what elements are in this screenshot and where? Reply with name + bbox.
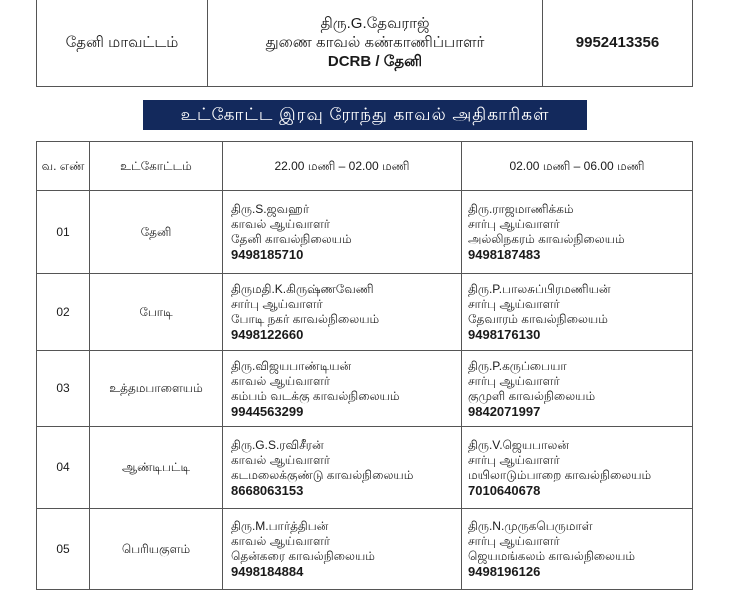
officer-rank: துணை காவல் கண்காணிப்பாளர்	[265, 34, 485, 51]
serial-number: 04	[56, 460, 70, 474]
shift-1-officer: திரு.விஜயபாண்டியன் காவல் ஆய்வாளர் கம்பம்…	[222, 350, 462, 427]
serial-cell: 05	[36, 508, 90, 590]
officer-phone: 9498196126	[468, 564, 541, 579]
officer-header-table: தேனி மாவட்டம் திரு.G.தேவராஜ் துணை காவல் …	[36, 0, 693, 87]
serial-number: 01	[56, 224, 70, 239]
subdivision-name: தேனி	[140, 224, 172, 239]
table-header-row: வ. எண் உட்கோட்டம் 22.00 மணி – 02.00 மணி …	[36, 141, 693, 191]
officer-rank: காவல் ஆய்வாளர்	[231, 217, 331, 231]
shift-2-officer: திரு.P.பாலசுப்பிரமணியன் சார்பு ஆய்வாளர் …	[461, 273, 693, 351]
officer-name: திரு.G.S.ரவிசீரன்	[231, 437, 324, 452]
serial-number: 05	[56, 541, 70, 556]
patrol-officers-table: வ. எண் உட்கோட்டம் 22.00 மணி – 02.00 மணி …	[36, 141, 693, 590]
police-station: அல்லிநகரம் காவல்நிலையம்	[468, 232, 625, 246]
officer-name: திரு.M.பார்த்திபன்	[231, 519, 329, 533]
officer-rank: காவல் ஆய்வாளர்	[231, 534, 331, 548]
subdivision-cell: பெரியகுளம்	[89, 508, 223, 590]
officer-cell: திரு.G.தேவராஜ் துணை காவல் கண்காணிப்பாளர்…	[207, 0, 543, 87]
officer-rank: சார்பு ஆய்வாளர்	[468, 534, 560, 548]
shift-2-officer: திரு.V.ஜெயபாலன் சார்பு ஆய்வாளர் மயிலாடும…	[461, 426, 693, 509]
police-station: கடமலைக்குண்டு காவல்நிலையம்	[231, 467, 414, 482]
serial-number: 02	[56, 304, 70, 319]
serial-number: 03	[56, 381, 70, 395]
officer-phone: 9498176130	[468, 327, 541, 342]
shift-2-officer: திரு.N.முருகபெருமாள் சார்பு ஆய்வாளர் ஜெய…	[461, 508, 693, 590]
officer-name: திரு.G.தேவராஜ்	[320, 15, 430, 32]
police-station: ஜெயமங்கலம் காவல்நிலையம்	[468, 549, 636, 563]
subdivision-name: போடி	[139, 304, 173, 319]
officer-phone: 9498187483	[468, 247, 541, 262]
district-cell: தேனி மாவட்டம்	[36, 0, 208, 87]
table-row: 03 உத்தமபாளையம் திரு.விஜயபாண்டியன் காவல் ஆ…	[36, 350, 693, 427]
subdivision-name: பெரியகுளம்	[121, 541, 191, 556]
officer-unit: DCRB / தேனி	[327, 53, 423, 70]
officer-name: திரு.விஜயபாண்டியன்	[231, 358, 352, 373]
officer-name: திரு.ராஜமாணிக்கம்	[468, 202, 574, 216]
subdivision-cell: தேனி	[89, 190, 223, 274]
shift-1-officer: திரு.S.ஜவஹர் காவல் ஆய்வாளர் தேனி காவல்நி…	[222, 190, 462, 274]
section-banner: உட்கோட்ட இரவு ரோந்து காவல் அதிகாரிகள்	[143, 100, 587, 130]
header-shift-1: 22.00 மணி – 02.00 மணி	[222, 141, 462, 191]
serial-cell: 02	[36, 273, 90, 351]
police-station: குமுளி காவல்நிலையம்	[468, 388, 596, 403]
officer-name: திரு.P.பாலசுப்பிரமணியன்	[468, 282, 611, 296]
officer-phone: 9498184884	[231, 564, 304, 579]
officer-rank: காவல் ஆய்வாளர்	[231, 373, 331, 388]
subdivision-cell: போடி	[89, 273, 223, 351]
officer-name: திரு.P.கருப்பையா	[468, 358, 567, 373]
table-row: 04 ஆண்டிபட்டி திரு.G.S.ரவிசீரன் காவல் ஆய்வ…	[36, 426, 693, 509]
header-serial: வ. எண்	[36, 141, 90, 191]
subdivision-name: ஆண்டிபட்டி	[121, 460, 191, 474]
table-row: 05 பெரியகுளம் திரு.M.பார்த்திபன் காவல் ஆய்…	[36, 508, 693, 590]
serial-cell: 01	[36, 190, 90, 274]
header-subdivision: உட்கோட்டம்	[89, 141, 223, 191]
officer-rank: சார்பு ஆய்வாளர்	[468, 452, 560, 467]
subdivision-cell: ஆண்டிபட்டி	[89, 426, 223, 509]
serial-cell: 04	[36, 426, 90, 509]
officer-phone: 9952413356	[542, 0, 693, 87]
officer-rank: சார்பு ஆய்வாளர்	[231, 297, 323, 311]
officer-rank: சார்பு ஆய்வாளர்	[468, 373, 560, 388]
header-shift-2: 02.00 மணி – 06.00 மணி	[461, 141, 693, 191]
shift-1-officer: திரு.M.பார்த்திபன் காவல் ஆய்வாளர் தென்கர…	[222, 508, 462, 590]
officer-rank: சார்பு ஆய்வாளர்	[468, 217, 560, 231]
table-row: 01 தேனி திரு.S.ஜவஹர் காவல் ஆய்வாளர் தேனி க…	[36, 190, 693, 274]
shift-1-officer: திருமதி.K.கிருஷ்ணவேணி சார்பு ஆய்வாளர் போ…	[222, 273, 462, 351]
officer-phone: 9944563299	[231, 403, 304, 419]
police-station: தேவாரம் காவல்நிலையம்	[468, 312, 608, 326]
officer-phone: 9842071997	[468, 403, 541, 419]
officer-phone: 7010640678	[468, 482, 541, 498]
serial-cell: 03	[36, 350, 90, 427]
officer-name: திரு.N.முருகபெருமாள்	[468, 519, 593, 533]
police-station: தென்கரை காவல்நிலையம்	[231, 549, 375, 563]
police-station: போடி நகர் காவல்நிலையம்	[231, 312, 380, 326]
officer-name: திரு.S.ஜவஹர்	[231, 202, 310, 216]
subdivision-cell: உத்தமபாளையம்	[89, 350, 223, 427]
police-station: மயிலாடும்பாறை காவல்நிலையம்	[468, 467, 652, 482]
subdivision-name: உத்தமபாளையம்	[109, 381, 203, 395]
officer-phone: 8668063153	[231, 482, 304, 498]
officer-rank: சார்பு ஆய்வாளர்	[468, 297, 560, 311]
shift-1-officer: திரு.G.S.ரவிசீரன் காவல் ஆய்வாளர் கடமலைக்…	[222, 426, 462, 509]
officer-name: திருமதி.K.கிருஷ்ணவேணி	[231, 282, 374, 296]
officer-rank: காவல் ஆய்வாளர்	[231, 452, 331, 467]
shift-2-officer: திரு.P.கருப்பையா சார்பு ஆய்வாளர் குமுளி …	[461, 350, 693, 427]
officer-name: திரு.V.ஜெயபாலன்	[468, 437, 569, 452]
officer-phone: 9498185710	[231, 247, 304, 262]
police-station: கம்பம் வடக்கு காவல்நிலையம்	[231, 388, 400, 403]
table-row: 02 போடி திருமதி.K.கிருஷ்ணவேணி சார்பு ஆய்வா…	[36, 273, 693, 351]
officer-phone: 9498122660	[231, 327, 304, 342]
police-station: தேனி காவல்நிலையம்	[231, 232, 352, 246]
shift-2-officer: திரு.ராஜமாணிக்கம் சார்பு ஆய்வாளர் அல்லிந…	[461, 190, 693, 274]
